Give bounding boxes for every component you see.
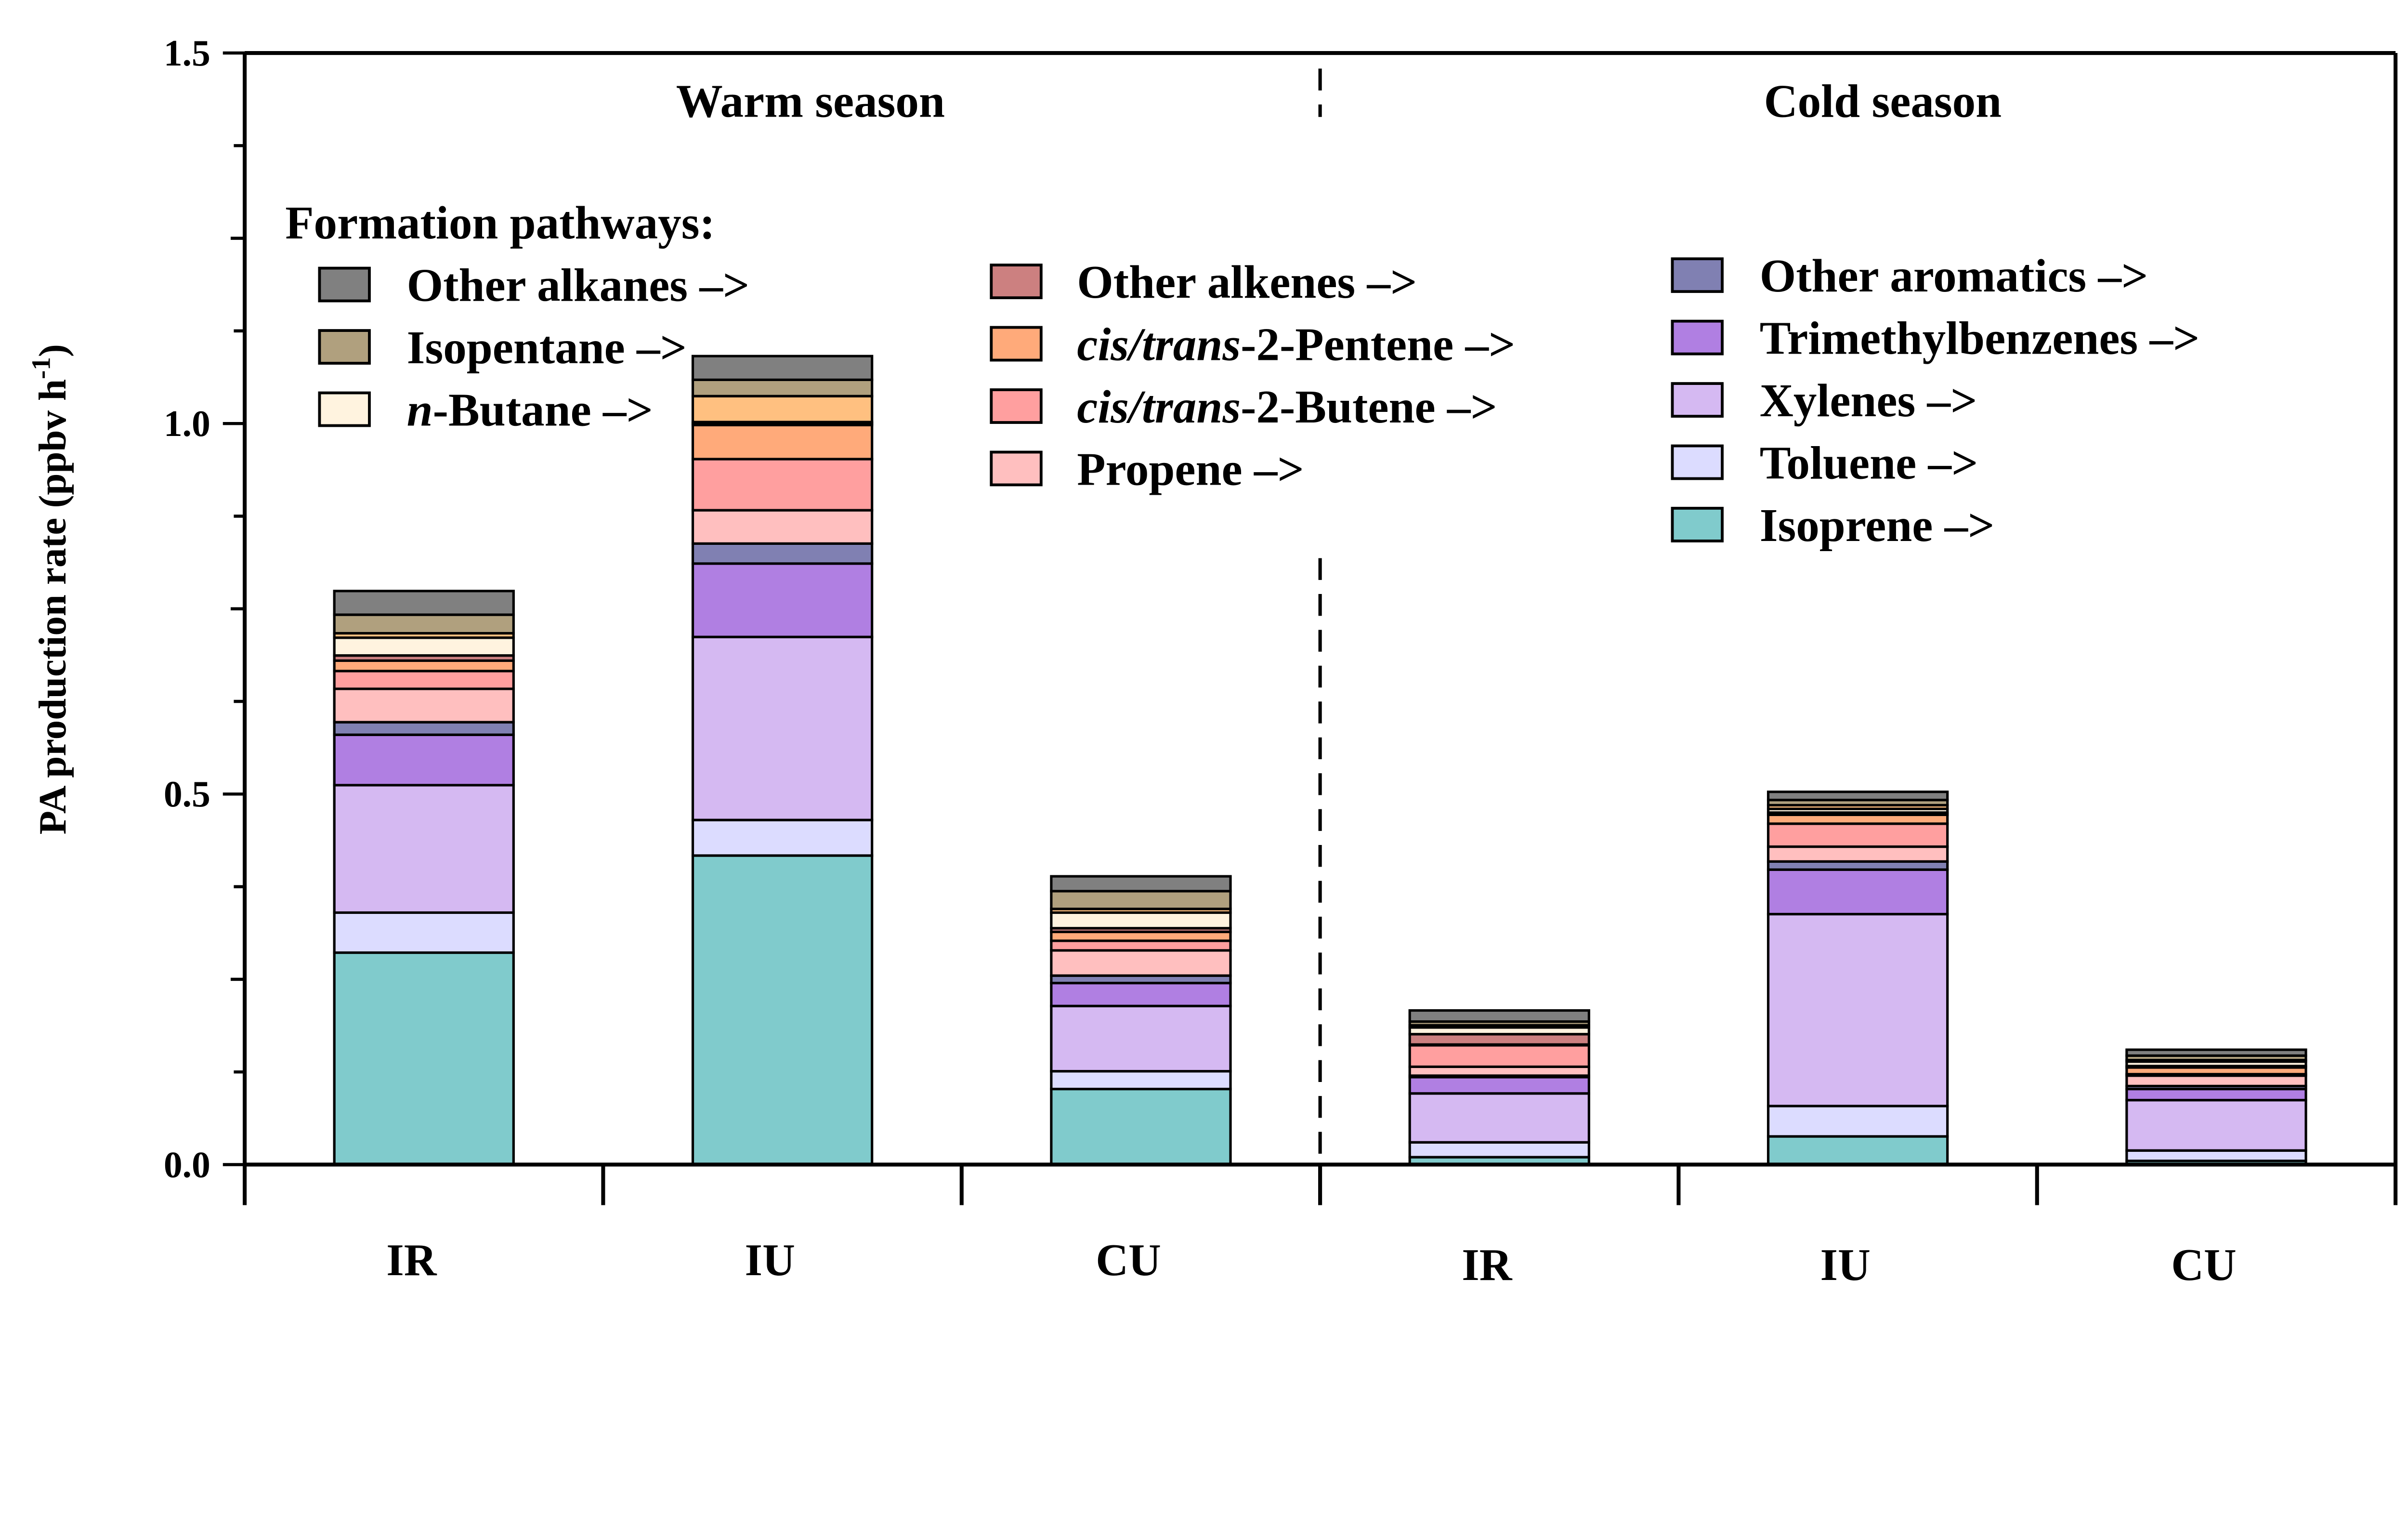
bar-segment-trimethylbenzenes (333, 733, 515, 787)
x-category-label: IU (745, 1235, 795, 1285)
bar-segment-toluene (2125, 1149, 2307, 1162)
bar-segment-cis-trans-2-butene (1767, 822, 1949, 848)
legend-swatch (1671, 382, 1724, 418)
bar-segment-xylenes (1050, 1004, 1232, 1073)
bar-segment-other-alkanes (2125, 1048, 2307, 1057)
legend-entry-label: Isoprene –> (1760, 499, 1995, 551)
x-category-label: IR (386, 1235, 437, 1285)
bar-segment-trimethylbenzenes (2125, 1087, 2307, 1102)
y-axis-label: PA production rate (ppbv h-1) (26, 344, 74, 834)
bar-segment-trimethylbenzenes (1408, 1076, 1590, 1095)
legend-entry-label: cis/trans-2-Butene –> (1077, 381, 1497, 433)
legend-entry-label: Trimethylbenzenes –> (1760, 312, 2200, 364)
x-category-label: IR (1462, 1240, 1513, 1290)
bar-segment-cis-trans-2-pentene (1767, 813, 1949, 825)
bar-segment-other-alkanes (1050, 875, 1232, 893)
bar-segment-isoprene (1050, 1087, 1232, 1166)
bar-segment-cis-trans-2-butene (333, 670, 515, 690)
legend-swatch (990, 450, 1043, 487)
bar-segment-cis-trans-2-pentene (1050, 930, 1232, 942)
legend-swatch (318, 266, 371, 303)
bar-segment-isoprene (1767, 1135, 1949, 1166)
bar-segment-other-aromatics (691, 542, 874, 565)
bar-segment-propene (1767, 845, 1949, 863)
bar-segment-n-butane (1050, 911, 1232, 930)
legend-swatch (1671, 507, 1724, 542)
axes-layer (222, 51, 2398, 1205)
legend-entry-label: Other alkenes –> (1077, 256, 1417, 308)
legend-title: Formation pathways: (285, 197, 715, 249)
bar-segment-propene (1050, 949, 1232, 977)
legend-entry-label: n-Butane –> (407, 383, 653, 435)
bar-segment-isopentane (333, 613, 515, 635)
x-category-label: CU (2171, 1240, 2237, 1290)
bar-segment-other-alkenes (1408, 1033, 1590, 1046)
bar-segment-other-alkanes (1408, 1009, 1590, 1023)
bar-segment-trimethylbenzenes (1050, 981, 1232, 1007)
bar-segment-toluene (1767, 1105, 1949, 1138)
bar-segment-other-alkanes (333, 590, 515, 616)
y-tick-label: 0.0 (164, 1144, 210, 1185)
x-category-label: IU (1820, 1240, 1871, 1290)
labels-layer: 0.0 0.5 1.0 1.5 IR IU CU Warm season IR IU CU Cold … (26, 32, 2237, 1290)
stacked-bar-chart: 0.0 0.5 1.0 1.5 IR IU CU Warm season IR IU CU Cold … (26, 32, 2398, 1290)
bar-segment-propene (333, 687, 515, 724)
legend-swatch (990, 264, 1043, 300)
bar-segment-cis-trans-2-butene (1408, 1044, 1590, 1068)
legend-swatch (318, 329, 371, 365)
bar-segment-propene (2125, 1074, 2307, 1087)
bar-segment-xylenes (691, 635, 874, 821)
bar-segment-propene (1408, 1065, 1590, 1077)
bar-segment-isopentane (1050, 890, 1232, 910)
season-title: Warm season (676, 75, 945, 127)
bar-segment-isoprene (691, 854, 874, 1166)
bar-segment-isoprene (333, 951, 515, 1166)
legend-entry-label: cis/trans-2-Pentene –> (1077, 318, 1515, 370)
bar-segment-n-butane (333, 636, 515, 657)
legend-swatch (990, 326, 1043, 362)
y-tick-label: 1.0 (164, 403, 210, 444)
legend-entry-label: Toluene –> (1760, 437, 1978, 489)
bar-segment-other-aromatics (333, 721, 515, 736)
bar-segment-toluene (691, 818, 874, 857)
bar-segment-isopentane (691, 378, 874, 397)
bar-segment-toluene (1408, 1141, 1590, 1159)
y-tick-label: 0.5 (164, 773, 210, 815)
legend-swatch (990, 388, 1043, 424)
bar-segment-xylenes (1408, 1092, 1590, 1144)
bar-segment-toluene (1050, 1070, 1232, 1091)
bar-segment-other-alkanes (691, 355, 874, 382)
legend-entry-label: Isopentane –> (407, 321, 687, 373)
legend-swatch (318, 391, 371, 427)
legend-swatch (1671, 319, 1724, 356)
bar-segment-other-alkanes (1767, 791, 1949, 802)
bar-segment-cis-trans-2-pentene (333, 659, 515, 673)
bar-segment-trimethylbenzenes (1767, 868, 1949, 916)
legend: Formation pathways: Other alkanes –> Isope… (285, 197, 2199, 551)
legend-swatch (1671, 444, 1724, 480)
bar-segment-unlabeled (691, 395, 874, 423)
x-category-label: CU (1096, 1235, 1161, 1285)
bar-segment-trimethylbenzenes (691, 562, 874, 638)
bar-segment-cis-trans-2-pentene (691, 423, 874, 461)
bar-segment-xylenes (1767, 912, 1949, 1108)
legend-entry-label: Other alkanes –> (407, 259, 750, 311)
legend-entry-label: Propene –> (1077, 443, 1304, 495)
bar-segment-propene (691, 509, 874, 545)
bars-layer (333, 355, 2307, 1166)
legend-swatch (1671, 257, 1724, 293)
legend-entry-label: Other aromatics –> (1760, 250, 2148, 302)
bar-segment-cis-trans-2-butene (691, 458, 874, 512)
bar-segment-xylenes (2125, 1099, 2307, 1152)
season-title: Cold season (1764, 75, 2002, 127)
bar-segment-toluene (333, 911, 515, 954)
y-tick-label: 1.5 (164, 32, 210, 74)
legend-entry-label: Xylenes –> (1760, 374, 1977, 426)
bar-segment-xylenes (333, 784, 515, 914)
bar-segment-cis-trans-2-butene (1050, 939, 1232, 952)
